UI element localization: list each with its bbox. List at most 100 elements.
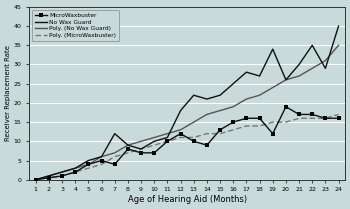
MicroWaxbuster	[113, 163, 117, 166]
Line: MicroWaxbuster: MicroWaxbuster	[34, 105, 340, 181]
Poly. (No Wax Guard)	[34, 178, 38, 181]
MicroWaxbuster	[178, 132, 183, 135]
MicroWaxbuster	[284, 106, 288, 108]
Poly. (MicroWaxbuster)	[178, 136, 183, 139]
X-axis label: Age of Hearing Aid (Months): Age of Hearing Aid (Months)	[128, 195, 247, 204]
Poly. (MicroWaxbuster)	[34, 178, 38, 181]
MicroWaxbuster	[73, 171, 77, 173]
MicroWaxbuster	[165, 140, 169, 143]
Poly. (MicroWaxbuster)	[139, 148, 143, 150]
MicroWaxbuster	[258, 117, 262, 120]
Poly. (MicroWaxbuster)	[165, 140, 169, 143]
Poly. (MicroWaxbuster)	[99, 163, 104, 166]
Line: No Wax Guard: No Wax Guard	[36, 26, 338, 180]
Poly. (MicroWaxbuster)	[323, 117, 328, 120]
Poly. (No Wax Guard)	[113, 152, 117, 154]
Poly. (No Wax Guard)	[231, 106, 235, 108]
Poly. (No Wax Guard)	[323, 59, 328, 62]
MicroWaxbuster	[323, 117, 328, 120]
No Wax Guard	[310, 44, 314, 47]
No Wax Guard	[178, 109, 183, 112]
Poly. (MicroWaxbuster)	[297, 117, 301, 120]
No Wax Guard	[34, 178, 38, 181]
No Wax Guard	[323, 67, 328, 70]
Poly. (No Wax Guard)	[139, 140, 143, 143]
Poly. (No Wax Guard)	[152, 136, 156, 139]
MicroWaxbuster	[271, 132, 275, 135]
No Wax Guard	[113, 132, 117, 135]
No Wax Guard	[258, 75, 262, 77]
MicroWaxbuster	[86, 163, 91, 166]
MicroWaxbuster	[152, 152, 156, 154]
No Wax Guard	[244, 71, 248, 73]
MicroWaxbuster	[336, 117, 341, 120]
Poly. (MicroWaxbuster)	[192, 136, 196, 139]
Poly. (No Wax Guard)	[73, 167, 77, 169]
MicroWaxbuster	[139, 152, 143, 154]
Poly. (No Wax Guard)	[47, 175, 51, 177]
MicroWaxbuster	[47, 177, 51, 179]
Poly. (No Wax Guard)	[86, 163, 91, 166]
Poly. (MicroWaxbuster)	[284, 121, 288, 123]
No Wax Guard	[73, 167, 77, 169]
MicroWaxbuster	[60, 175, 64, 177]
No Wax Guard	[152, 140, 156, 143]
Poly. (MicroWaxbuster)	[271, 121, 275, 123]
Poly. (No Wax Guard)	[192, 121, 196, 123]
No Wax Guard	[271, 48, 275, 50]
Poly. (MicroWaxbuster)	[113, 155, 117, 158]
MicroWaxbuster	[310, 113, 314, 116]
No Wax Guard	[218, 94, 222, 97]
Poly. (No Wax Guard)	[99, 155, 104, 158]
Poly. (No Wax Guard)	[178, 129, 183, 131]
Poly. (No Wax Guard)	[258, 94, 262, 97]
No Wax Guard	[165, 136, 169, 139]
Poly. (No Wax Guard)	[165, 132, 169, 135]
MicroWaxbuster	[297, 113, 301, 116]
Poly. (No Wax Guard)	[271, 86, 275, 89]
MicroWaxbuster	[192, 140, 196, 143]
No Wax Guard	[297, 63, 301, 66]
No Wax Guard	[86, 159, 91, 162]
Poly. (MicroWaxbuster)	[258, 125, 262, 127]
Poly. (MicroWaxbuster)	[336, 113, 341, 116]
Poly. (No Wax Guard)	[205, 113, 209, 116]
No Wax Guard	[231, 82, 235, 85]
No Wax Guard	[284, 79, 288, 81]
Poly. (MicroWaxbuster)	[244, 125, 248, 127]
No Wax Guard	[99, 155, 104, 158]
Poly. (No Wax Guard)	[284, 79, 288, 81]
MicroWaxbuster	[244, 117, 248, 120]
Poly. (MicroWaxbuster)	[47, 177, 51, 179]
Poly. (No Wax Guard)	[60, 171, 64, 173]
No Wax Guard	[192, 94, 196, 97]
MicroWaxbuster	[205, 144, 209, 146]
Poly. (No Wax Guard)	[336, 44, 341, 47]
Poly. (No Wax Guard)	[310, 67, 314, 70]
Poly. (MicroWaxbuster)	[218, 132, 222, 135]
No Wax Guard	[336, 25, 341, 27]
Poly. (MicroWaxbuster)	[152, 144, 156, 146]
Poly. (MicroWaxbuster)	[310, 117, 314, 120]
Poly. (MicroWaxbuster)	[205, 132, 209, 135]
MicroWaxbuster	[231, 121, 235, 123]
Line: Poly. (No Wax Guard): Poly. (No Wax Guard)	[36, 45, 338, 180]
MicroWaxbuster	[34, 178, 38, 181]
MicroWaxbuster	[126, 148, 130, 150]
Poly. (No Wax Guard)	[126, 144, 130, 146]
Poly. (MicroWaxbuster)	[73, 171, 77, 173]
No Wax Guard	[139, 148, 143, 150]
Poly. (No Wax Guard)	[297, 75, 301, 77]
Poly. (MicroWaxbuster)	[231, 129, 235, 131]
Poly. (MicroWaxbuster)	[86, 167, 91, 169]
MicroWaxbuster	[99, 159, 104, 162]
MicroWaxbuster	[218, 129, 222, 131]
Poly. (MicroWaxbuster)	[126, 152, 130, 154]
No Wax Guard	[205, 98, 209, 100]
No Wax Guard	[47, 175, 51, 177]
Legend: MicroWaxbuster, No Wax Guard, Poly. (No Wax Guard), Poly. (MicroWaxbuster): MicroWaxbuster, No Wax Guard, Poly. (No …	[32, 10, 119, 41]
Y-axis label: Receiver Replacement Rate: Receiver Replacement Rate	[5, 45, 11, 141]
No Wax Guard	[60, 171, 64, 173]
Line: Poly. (MicroWaxbuster): Poly. (MicroWaxbuster)	[36, 114, 338, 180]
No Wax Guard	[126, 144, 130, 146]
